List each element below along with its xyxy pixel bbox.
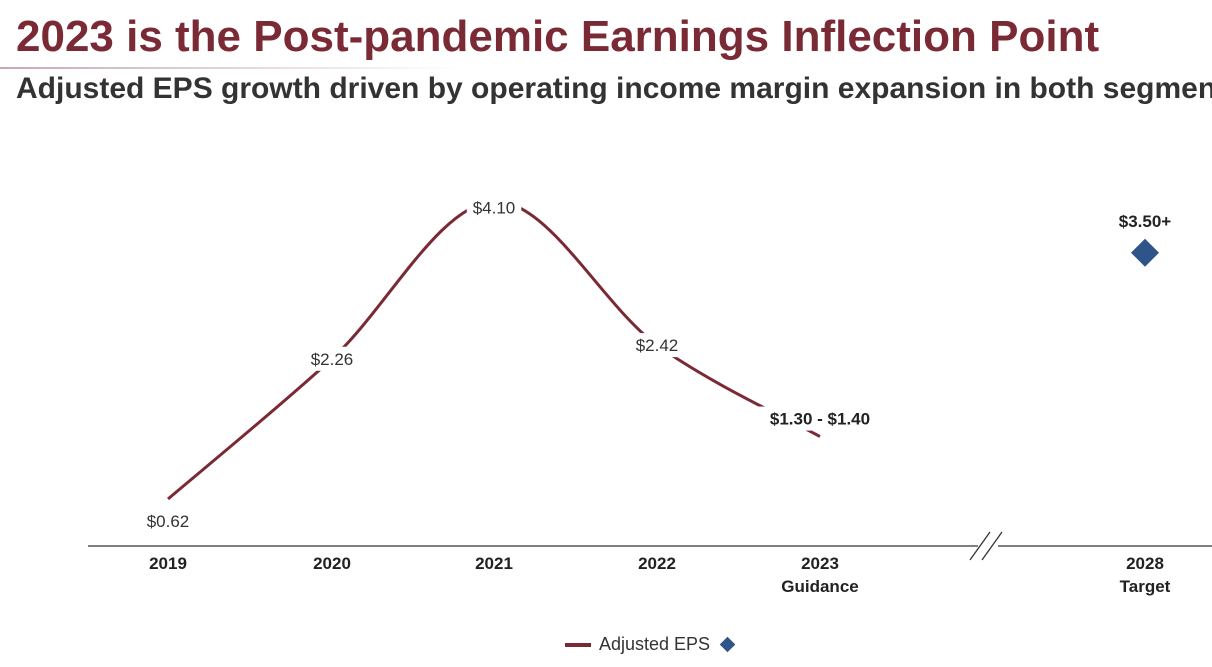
x-tick-label: 2028 Target bbox=[1120, 554, 1171, 596]
chart-legend: Adjusted EPS bbox=[565, 634, 736, 655]
page-subtitle: Adjusted EPS growth driven by operating … bbox=[16, 72, 1212, 105]
x-tick-label: 2020 bbox=[313, 554, 351, 573]
eps-series-line bbox=[167, 199, 821, 501]
legend-diamond-swatch bbox=[719, 636, 736, 653]
data-label-bg bbox=[753, 406, 887, 431]
data-label-bg bbox=[466, 195, 522, 220]
data-label: $4.10 bbox=[473, 198, 516, 217]
axis-break-gap bbox=[978, 532, 998, 560]
data-label: $0.62 bbox=[147, 512, 190, 531]
x-tick-label: 2022 bbox=[638, 554, 676, 573]
data-label-bg bbox=[629, 333, 685, 358]
data-label: $1.30 - $1.40 bbox=[770, 410, 870, 429]
data-label: $2.42 bbox=[636, 336, 679, 355]
axis-break-slash bbox=[969, 531, 991, 561]
x-tick-label: 2019 bbox=[149, 554, 187, 573]
axis-break-slash bbox=[981, 531, 1003, 561]
x-tick-label: 2021 bbox=[475, 554, 513, 573]
data-label: $3.50+ bbox=[1119, 212, 1172, 231]
target-diamond-marker bbox=[1131, 238, 1159, 267]
data-label-bg bbox=[140, 508, 196, 533]
legend-line-swatch bbox=[565, 642, 591, 647]
x-tick-label: 2023 Guidance bbox=[781, 554, 858, 596]
data-label-bg bbox=[304, 346, 360, 371]
page-title: 2023 is the Post-pandemic Earnings Infle… bbox=[16, 12, 1100, 61]
legend-label: Adjusted EPS bbox=[599, 634, 711, 654]
data-label: $2.26 bbox=[311, 350, 354, 369]
title-divider bbox=[0, 67, 460, 69]
